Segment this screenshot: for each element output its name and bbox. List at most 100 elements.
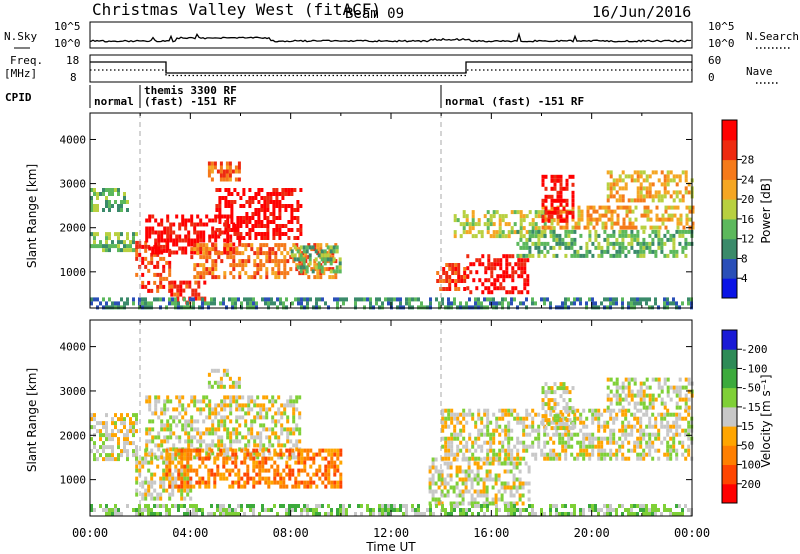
velocity-cell xyxy=(225,468,229,473)
velocity-cell xyxy=(198,484,202,489)
velocity-cell xyxy=(255,460,259,465)
velocity-cell xyxy=(429,508,432,512)
power-cell xyxy=(217,234,221,239)
velocity-cell xyxy=(228,512,231,516)
power-cell xyxy=(248,228,252,232)
velocity-cell xyxy=(552,432,556,437)
power-cell xyxy=(408,301,411,306)
power-cell xyxy=(335,269,339,274)
velocity-cell xyxy=(498,432,502,437)
velocity-cell xyxy=(458,465,462,470)
velocity-cell xyxy=(470,477,474,482)
velocity-cell xyxy=(669,436,673,441)
power-cell xyxy=(244,243,248,248)
power-cell xyxy=(505,290,509,295)
power-cell xyxy=(244,263,248,268)
power-cell xyxy=(241,263,245,268)
power-cell xyxy=(242,220,246,224)
velocity-cell xyxy=(177,472,181,477)
velocity-cell xyxy=(330,452,334,457)
velocity-cell xyxy=(544,410,548,415)
velocity-cell xyxy=(651,401,655,406)
velocity-cell xyxy=(500,485,504,490)
power-cell xyxy=(299,245,303,250)
velocity-cell xyxy=(226,435,230,440)
velocity-cell xyxy=(247,431,251,436)
velocity-cell xyxy=(168,508,171,512)
power-cell xyxy=(612,178,616,183)
velocity-cell xyxy=(102,457,105,462)
velocity-cell xyxy=(444,436,448,441)
power-cell xyxy=(645,194,649,199)
velocity-cell xyxy=(510,504,513,508)
velocity-cell xyxy=(256,411,260,416)
power-cell xyxy=(248,236,252,240)
power-cell xyxy=(326,245,330,250)
power-cell xyxy=(571,198,575,203)
velocity-cell xyxy=(547,422,551,427)
velocity-cell xyxy=(633,416,637,421)
power-cell xyxy=(102,192,105,196)
velocity-cell xyxy=(145,439,149,444)
power-cell xyxy=(114,200,117,204)
power-cell xyxy=(123,200,126,204)
velocity-cell xyxy=(483,412,487,417)
velocity-cell xyxy=(210,448,214,453)
power-cell xyxy=(190,250,194,255)
velocity-cell xyxy=(476,465,480,470)
velocity-cell xyxy=(606,452,610,457)
velocity-cell xyxy=(434,489,438,494)
velocity-cell xyxy=(558,512,561,516)
power-cell xyxy=(570,241,574,246)
velocity-colorbar-tick-label: 15 xyxy=(741,420,754,433)
power-cell xyxy=(202,243,206,248)
velocity-cell xyxy=(294,484,298,489)
power-cell xyxy=(651,170,655,175)
power-cell xyxy=(523,282,527,287)
power-cell xyxy=(105,232,108,237)
velocity-cell xyxy=(219,476,223,481)
velocity-cell xyxy=(447,412,451,417)
velocity-cell xyxy=(333,468,337,473)
x-tick-label: 04:00 xyxy=(172,526,208,540)
velocity-cell xyxy=(306,484,310,489)
power-cell xyxy=(226,230,230,235)
power-cell xyxy=(156,288,160,293)
power-cell xyxy=(278,228,282,232)
power-cell xyxy=(201,297,204,302)
velocity-cell xyxy=(199,411,203,416)
power-cell xyxy=(646,209,650,214)
power-cell xyxy=(196,263,200,268)
velocity-cell xyxy=(471,440,475,445)
velocity-cell xyxy=(462,416,466,421)
velocity-cell xyxy=(639,385,643,390)
power-cell xyxy=(517,262,521,267)
power-cell xyxy=(190,238,194,243)
velocity-cell xyxy=(504,448,508,453)
velocity-cell xyxy=(591,504,594,508)
velocity-cell xyxy=(321,472,325,477)
power-cell xyxy=(224,220,228,224)
power-cell xyxy=(522,241,526,246)
velocity-cell xyxy=(234,512,237,516)
power-cell xyxy=(241,251,245,256)
power-cell xyxy=(260,232,264,236)
velocity-cell xyxy=(279,476,283,481)
velocity-cell xyxy=(492,456,496,461)
velocity-cell xyxy=(153,512,156,516)
velocity-cell xyxy=(111,417,114,422)
power-cell xyxy=(248,200,252,204)
velocity-cell xyxy=(633,512,636,516)
velocity-cell xyxy=(456,432,460,437)
velocity-cell xyxy=(213,368,217,373)
velocity-cell xyxy=(99,504,102,508)
power-cell xyxy=(224,204,228,208)
velocity-cell xyxy=(229,411,233,416)
power-cell xyxy=(537,237,541,242)
velocity-cell xyxy=(471,512,474,516)
velocity-cell xyxy=(440,469,444,474)
velocity-cell xyxy=(642,456,646,461)
velocity-cell xyxy=(571,426,575,431)
power-cell xyxy=(251,196,255,200)
velocity-cell xyxy=(648,432,652,437)
